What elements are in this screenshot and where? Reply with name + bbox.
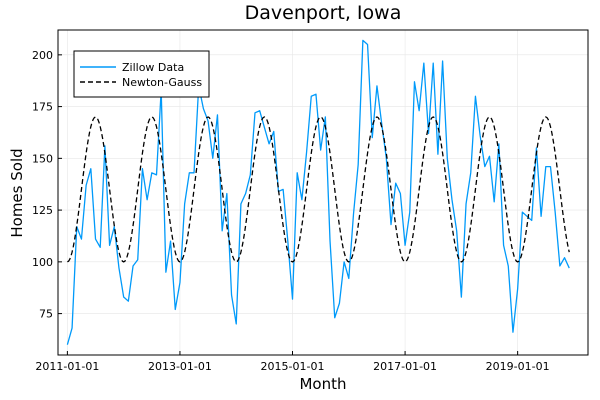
x-tick-label: 2013-01-01 — [148, 360, 212, 373]
x-axis-label: Month — [299, 375, 346, 393]
series-line-newton-gauss — [67, 116, 570, 263]
y-tick-label: 75 — [39, 308, 53, 321]
chart-title: Davenport, Iowa — [245, 2, 402, 24]
legend: Zillow Data Newton-Gauss — [73, 50, 210, 98]
y-axis-label: Homes Sold — [8, 148, 26, 237]
legend-label-fit: Newton-Gauss — [122, 76, 202, 89]
y-tick-label: 150 — [32, 152, 53, 165]
y-tick-label: 125 — [32, 204, 53, 217]
y-tick-label: 100 — [32, 256, 53, 269]
x-tick-label: 2015-01-01 — [261, 360, 325, 373]
y-tick-label: 175 — [32, 101, 53, 114]
series-layer — [66, 39, 570, 345]
legend-box — [73, 50, 210, 98]
x-tick-label: 2019-01-01 — [486, 360, 550, 373]
x-tick-label: 2011-01-01 — [35, 360, 99, 373]
x-tick-label: 2017-01-01 — [373, 360, 437, 373]
plot-frame — [57, 29, 589, 356]
tick-layer: 75 100 125 150 175 200 2011-01-01 2013-01-01 201… — [32, 49, 550, 373]
y-tick-label: 200 — [32, 49, 53, 62]
legend-label-zillow: Zillow Data — [122, 61, 184, 74]
series-line-zillow-data — [66, 39, 570, 345]
